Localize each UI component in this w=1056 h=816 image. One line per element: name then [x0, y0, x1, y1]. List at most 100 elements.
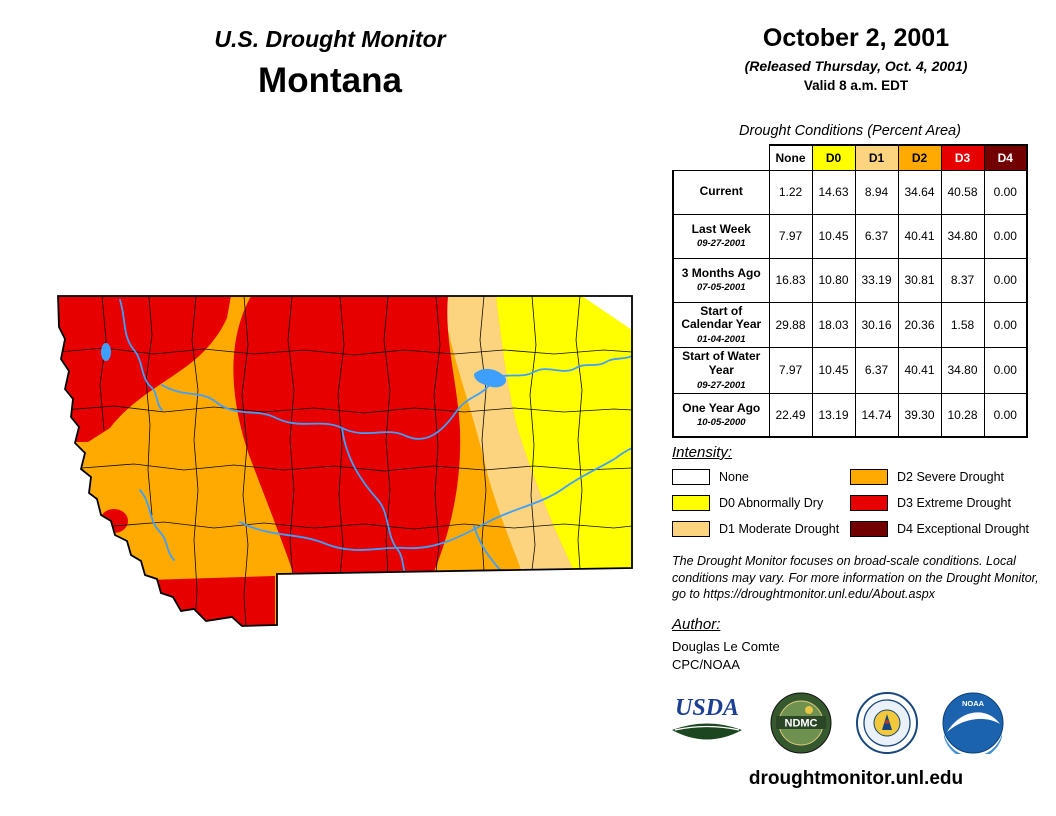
legend: None D0 Abnormally Dry D1 Moderate Drought… — [672, 468, 1044, 537]
ndmc-sun-icon — [805, 706, 813, 714]
rivers — [119, 299, 632, 577]
legend-swatch-d4 — [850, 520, 888, 537]
region-d3-central — [233, 296, 461, 581]
drought-table: None D0 D1 D2 D3 D4 Current 1.22 14.63 8.94 34.64… — [672, 144, 1028, 439]
table-title: Drought Conditions (Percent Area) — [739, 123, 961, 139]
montana-drought-map — [57, 295, 633, 627]
report-date: October 2, 2001 — [762, 24, 950, 52]
value-cell: 14.63 — [811, 169, 856, 215]
legend-column-left: None D0 Abnormally Dry D1 Moderate Drought — [672, 468, 850, 537]
value-cell: 16.83 — [768, 257, 813, 303]
value-cell: 0.00 — [983, 213, 1028, 259]
value-cell: 7.97 — [768, 213, 813, 259]
column-header-d3: D3 — [940, 144, 985, 171]
value-cell: 0.00 — [983, 257, 1028, 303]
released-date: (Released Thursday, Oct. 4, 2001) — [744, 58, 968, 74]
footer-url: droughtmonitor.unl.edu — [748, 768, 964, 789]
value-cell: 34.80 — [940, 347, 985, 394]
logo-row: USDA NDMC NOAA — [668, 692, 1030, 754]
table-row: Start of Water Year 09-27-2001 7.97 10.45 6.… — [672, 347, 1028, 394]
usda-logo-text: USDA — [674, 694, 740, 721]
table-row: Current 1.22 14.63 8.94 34.64 40.58 0.00 — [672, 169, 1028, 215]
value-cell: 34.80 — [940, 213, 985, 259]
value-cell: 22.49 — [768, 392, 813, 439]
legend-item-none: None — [672, 468, 850, 485]
value-cell: 8.37 — [940, 257, 985, 303]
author-org: CPC/NOAA — [672, 657, 740, 672]
row-label: Current — [672, 169, 770, 215]
ndmc-logo: NDMC — [770, 692, 832, 754]
legend-label: D0 Abnormally Dry — [719, 495, 824, 510]
author-title: Author: — [672, 616, 721, 633]
table-row: 3 Months Ago 07-05-2001 16.83 10.80 33.19 30.… — [672, 257, 1028, 303]
row-label: Start of Water Year 09-27-2001 — [672, 347, 770, 394]
table-row: One Year Ago 10-05-2000 22.49 13.19 14.74 39.… — [672, 392, 1028, 439]
value-cell: 7.97 — [768, 347, 813, 394]
row-label: 3 Months Ago 07-05-2001 — [672, 257, 770, 303]
legend-column-right: D2 Severe Drought D3 Extreme Drought D4 Ex… — [850, 468, 1029, 537]
legend-item-d1: D1 Moderate Drought — [672, 520, 850, 537]
fort-peck-lake — [474, 368, 507, 388]
column-header-none: None — [768, 144, 813, 171]
legend-swatch-d0 — [672, 494, 710, 511]
value-cell: 1.58 — [940, 301, 985, 349]
legend-item-d3: D3 Extreme Drought — [850, 494, 1029, 511]
value-cell: 33.19 — [854, 257, 899, 303]
region-d1-moderate — [442, 296, 574, 572]
legend-swatch-d1 — [672, 520, 710, 537]
noaa-logo: NOAA — [942, 692, 1004, 754]
legend-item-d2: D2 Severe Drought — [850, 468, 1029, 485]
legend-label: D3 Extreme Drought — [897, 495, 1011, 510]
valid-time: Valid 8 a.m. EDT — [803, 78, 909, 93]
legend-item-d0: D0 Abnormally Dry — [672, 494, 850, 511]
legend-title: Intensity: — [672, 444, 733, 461]
legend-swatch-none — [672, 468, 710, 485]
value-cell: 10.45 — [811, 347, 856, 394]
legend-label: D1 Moderate Drought — [719, 521, 840, 536]
column-header-d1: D1 — [854, 144, 899, 171]
region-none — [582, 296, 632, 330]
region-d3-south — [149, 576, 275, 626]
row-label: Start of Calendar Year 01-04-2001 — [672, 301, 770, 349]
legend-item-d4: D4 Exceptional Drought — [850, 520, 1029, 537]
value-cell: 1.22 — [768, 169, 813, 215]
value-cell: 39.30 — [897, 392, 942, 439]
value-cell: 34.64 — [897, 169, 942, 215]
table-row: Last Week 09-27-2001 7.97 10.45 6.37 40.41 34.… — [672, 213, 1028, 259]
value-cell: 0.00 — [983, 347, 1028, 394]
usda-swoosh-icon — [672, 723, 742, 739]
value-cell: 10.45 — [811, 213, 856, 259]
value-cell: 40.41 — [897, 347, 942, 394]
value-cell: 13.19 — [811, 392, 856, 439]
table-row: Start of Calendar Year 01-04-2001 29.88 18.… — [672, 301, 1028, 349]
value-cell: 0.00 — [983, 301, 1028, 349]
legend-label: D2 Severe Drought — [897, 469, 1005, 484]
value-cell: 10.28 — [940, 392, 985, 439]
row-label: Last Week 09-27-2001 — [672, 213, 770, 259]
value-cell: 30.81 — [897, 257, 942, 303]
value-cell: 0.00 — [983, 392, 1028, 439]
table-corner-cell — [673, 145, 769, 170]
value-cell: 10.80 — [811, 257, 856, 303]
column-header-d4: D4 — [983, 144, 1028, 171]
noaa-seagull-icon — [947, 712, 1000, 732]
value-cell: 40.41 — [897, 213, 942, 259]
column-header-d0: D0 — [811, 144, 856, 171]
value-cell: 29.88 — [768, 301, 813, 349]
value-cell: 14.74 — [854, 392, 899, 439]
column-header-d2: D2 — [897, 144, 942, 171]
legend-swatch-d2 — [850, 468, 888, 485]
legend-label: None — [719, 469, 749, 484]
value-cell: 8.94 — [854, 169, 899, 215]
value-cell: 20.36 — [897, 301, 942, 349]
state-title: Montana — [258, 61, 402, 100]
value-cell: 0.00 — [983, 169, 1028, 215]
value-cell: 40.58 — [940, 169, 985, 215]
value-cell: 6.37 — [854, 213, 899, 259]
flathead-lake — [101, 343, 111, 361]
legend-label: D4 Exceptional Drought — [897, 521, 1030, 536]
report-title: U.S. Drought Monitor — [214, 26, 446, 52]
state-outline — [57, 295, 633, 627]
disclaimer-text: The Drought Monitor focuses on broad-sca… — [672, 554, 1039, 601]
